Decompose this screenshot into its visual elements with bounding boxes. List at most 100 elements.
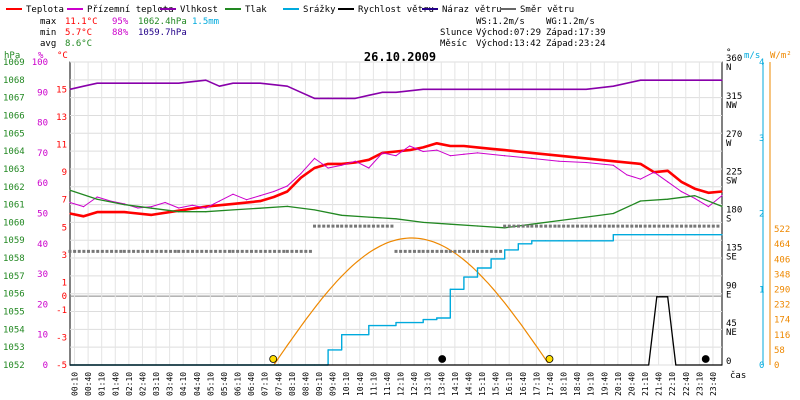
wind-dir-point [625,224,629,228]
series-line [69,79,722,100]
time-tick: 02:10 [125,372,134,396]
wind-dir-point [471,249,475,253]
hpa-tick: 1069 [3,58,25,68]
time-tick: 03:40 [166,372,175,396]
wind-dir-point [553,224,557,228]
time-tick: 21:40 [655,372,664,396]
wind-dir-point [580,224,584,228]
data-point [395,321,397,324]
data-point [558,160,560,162]
wind-dir-point [381,224,385,228]
legend-label: Přízemní teplota [87,5,174,15]
time-tick: 13:10 [424,372,433,396]
pct-tick: 20 [37,300,48,310]
time-tick: 20:40 [627,372,636,396]
time-tick: 06:10 [234,372,243,396]
time-tick: 16:40 [519,372,528,396]
wm2-tick: 464 [774,240,790,250]
wind-dir-point [467,249,471,253]
data-point [476,146,479,148]
wind-dir-point [503,224,507,228]
wm2-tick: 58 [774,346,785,356]
data-point [313,167,316,169]
data-point [667,296,669,298]
data-point [648,364,650,366]
time-tick: 03:10 [152,372,161,396]
time-tick: 22:10 [668,372,677,396]
data-point [436,317,438,319]
time-tick: 08:10 [288,372,297,396]
data-point [313,209,316,211]
wind-dir-point [711,224,715,228]
wind-dir-point [105,249,109,253]
pct-tick: 60 [37,179,48,189]
data-point [721,205,723,207]
wind-dir-point [282,249,286,253]
stat-sunset: Západ:17:39 [546,28,606,38]
data-point [69,88,71,90]
wind-dir-point [444,249,448,253]
wind-dir-point [652,224,656,228]
degc-tick: 7 [62,196,67,206]
dir-tick: 360 [726,54,742,64]
wind-dir-point [145,249,149,253]
wind-dir-point [249,249,253,253]
wind-dir-point [200,249,204,253]
data-point [449,88,451,90]
stat-max-label: max [40,17,57,27]
data-point [449,155,451,157]
data-point [368,94,370,96]
stat-sunrise: Východ:07:29 [476,28,541,38]
time-tick: 07:40 [274,372,283,396]
data-point [96,211,98,213]
degc-tick: -3 [56,333,67,343]
series-teplota [69,142,723,218]
data-point [232,203,234,205]
data-point [476,267,479,269]
time-tick: 18:10 [560,372,569,396]
dir-label: NW [726,101,737,111]
data-point [259,207,261,209]
wind-dir-point [462,249,466,253]
data-point [341,214,343,216]
data-point [178,211,180,213]
data-point [639,178,642,180]
data-point [694,197,696,199]
hpa-tick: 1054 [3,325,25,335]
wind-dir-point [209,249,213,253]
time-tick: 11:40 [383,372,392,396]
data-point [354,160,356,162]
data-point [123,82,125,84]
wind-dir-point [593,224,597,228]
stat-min-hum: 88% [112,28,129,38]
ms-tick: 3 [759,134,764,144]
stat-sun-label: Slunce [440,28,473,38]
wm2-tick: 232 [774,301,790,311]
data-point [82,215,85,217]
wind-dir-point [435,249,439,253]
data-point [721,234,723,236]
pct-tick: 70 [37,149,48,159]
legend: Teplota Přízemní teplota Vlhkost Tlak Srážky… [6,5,574,15]
wind-dir-point [616,224,620,228]
wind-dir-point [421,249,425,253]
stats-block: max 11.1°C 95% 1062.4hPa 1.5mm min 5.7°C… [40,17,606,49]
data-point [82,206,85,208]
data-point [205,206,207,208]
wind-dir-point [458,249,462,253]
wind-dir-point [589,224,593,228]
data-point [449,145,451,147]
dir-label: NE [726,328,737,338]
solar-curve [273,237,549,366]
time-tick: 01:40 [111,372,120,396]
data-point [721,79,723,81]
wind-dir-point [273,249,277,253]
degc-tick: 15 [56,86,67,96]
wind-dir-point [680,224,684,228]
wind-dir-point [119,249,123,253]
moonset-marker [701,355,710,363]
wind-dir-point [127,249,131,253]
wind-dir-point [164,249,168,253]
data-point [82,85,85,87]
